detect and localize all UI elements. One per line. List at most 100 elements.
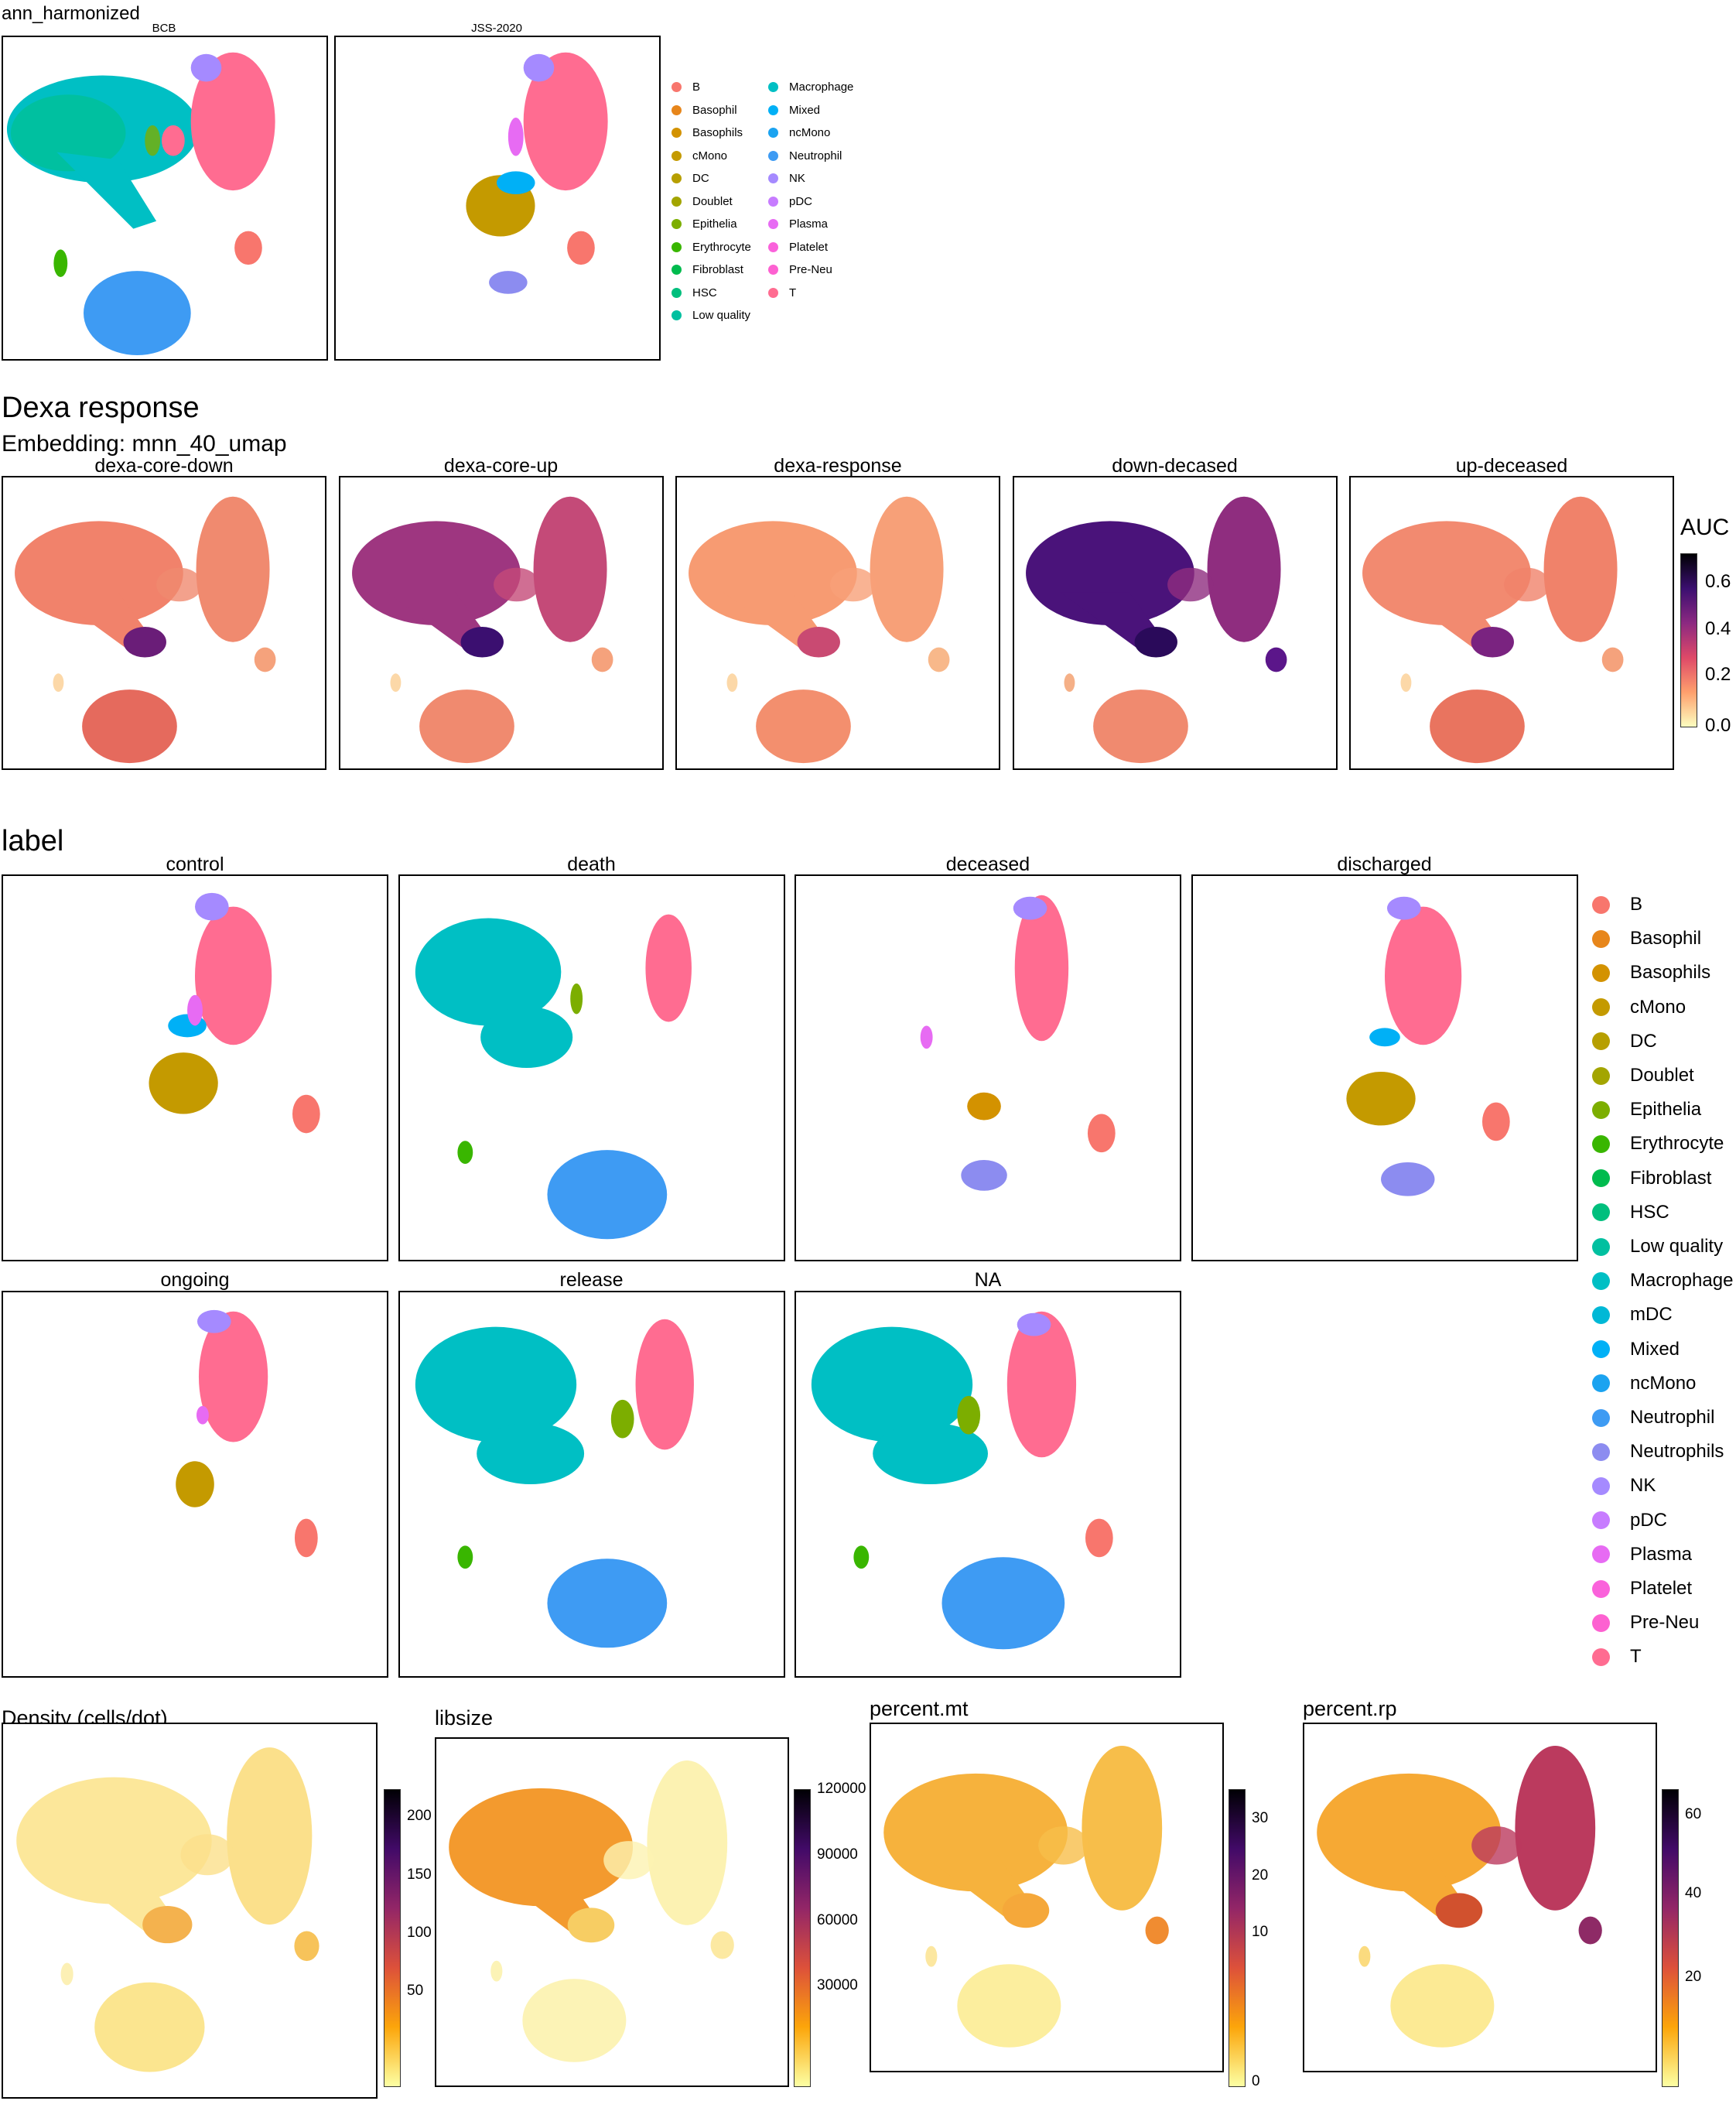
- label-scatter-discharged: [1345, 896, 1510, 1196]
- ann-legend-label-epithelia: Epithelia: [692, 217, 737, 231]
- cluster-nk-1: [195, 892, 229, 921]
- umap-tiny-cluster: [390, 673, 401, 693]
- ann-legend-label-dc: DC: [692, 172, 709, 185]
- ann-legend-item-cmono: cMono: [672, 149, 727, 163]
- ann-legend-key-epithelia: [672, 219, 682, 229]
- ann-legend-key-low-quality: [672, 310, 682, 320]
- dexa-panel-title-up-deceased: up-deceased: [1455, 455, 1568, 477]
- label-legend-label-b: B: [1630, 894, 1643, 915]
- t-side-cluster: [162, 125, 185, 156]
- qc-tick-percent-mt-0: 30: [1252, 1810, 1269, 1826]
- umap-tiny-cluster: [490, 1960, 503, 1982]
- ann-legend-label-mixed: Mixed: [789, 103, 821, 117]
- cluster-t-0: [195, 906, 272, 1045]
- label-legend-item-erythrocyte: Erythrocyte: [1592, 1133, 1724, 1155]
- qc-tick-percent-mt-3: 0: [1252, 2073, 1260, 2089]
- ann-legend-key-cmono: [672, 150, 682, 161]
- lowquality-cluster: [10, 94, 126, 172]
- umap-left-lobe: [1317, 1773, 1502, 1892]
- umap-mid-lobe: [180, 1834, 234, 1876]
- ann-legend-label-hsc: HSC: [692, 286, 717, 299]
- umap-small-cluster: [1601, 647, 1624, 672]
- ann-legend-label-t: T: [789, 286, 797, 299]
- auc-tick-3: 0.0: [1705, 715, 1731, 736]
- auc-colorbar-title: AUC: [1680, 515, 1730, 540]
- ann-legend-key-nk: [768, 173, 778, 183]
- qc-panel-title-libsize: libsize: [435, 1706, 494, 1730]
- label-panel-control: [2, 874, 388, 1261]
- dexa-panel-dexa-core-down: [2, 476, 326, 770]
- ann-legend-label-ncmono: ncMono: [789, 126, 831, 139]
- qc-panel-percent-mt: [870, 1723, 1224, 2072]
- ann-legend-item-pre-neu: Pre-Neu: [768, 263, 832, 276]
- dexa-heatmap-dexa-core-up: [351, 496, 613, 764]
- label-scatter-ongoing: [176, 1309, 318, 1558]
- ann-legend-label-b: B: [692, 80, 701, 94]
- label-legend-item-t: T: [1592, 1646, 1642, 1668]
- label-legend-label-macrophage: Macrophage: [1630, 1270, 1734, 1292]
- dexa-title: Dexa response: [2, 392, 200, 424]
- qc-tick-percent-mt-2: 10: [1252, 1924, 1269, 1940]
- ann-legend-item-b: B: [672, 80, 700, 94]
- t-cluster: [190, 52, 275, 191]
- cluster-epithelia-2: [610, 1399, 634, 1439]
- ann-scatter-bcb: [6, 52, 275, 356]
- umap-right-lobe: [1082, 1746, 1163, 1911]
- label-legend-label-platelet: Platelet: [1630, 1578, 1693, 1599]
- ann-legend-key-basophil: [672, 104, 682, 115]
- label-legend-key-macrophage: [1592, 1271, 1610, 1290]
- label-legend-key-mdc: [1592, 1305, 1610, 1324]
- cluster-macrophage-1: [476, 1422, 584, 1484]
- label-legend-item-nk: NK: [1592, 1475, 1656, 1497]
- umap-hub: [1002, 1893, 1050, 1928]
- ann-legend-label-plasma: Plasma: [789, 217, 829, 231]
- cluster-erythrocyte-4: [456, 1545, 473, 1569]
- ann-legend-key-basophils: [672, 128, 682, 138]
- qc-tick-libsize-2: 60000: [817, 1912, 858, 1928]
- cluster-b-5: [1087, 1114, 1116, 1153]
- umap-small-cluster: [591, 647, 613, 672]
- label-legend-label-pdc: pDC: [1630, 1509, 1668, 1531]
- label-legend-item-neutrophil: Neutrophil: [1592, 1407, 1714, 1429]
- ann-legend-key-fibroblast: [672, 265, 682, 275]
- label-legend-key-fibroblast: [1592, 1169, 1610, 1188]
- label-legend-key-mixed: [1592, 1340, 1610, 1359]
- label-legend-key-b: [1592, 895, 1610, 914]
- ann-legend-label-nk: NK: [789, 172, 805, 185]
- ann-legend-label-pdc: pDC: [789, 194, 813, 208]
- label-legend-label-neutrophils: Neutrophils: [1630, 1441, 1724, 1463]
- umap-tiny-cluster: [726, 673, 738, 693]
- umap-bottom-island: [957, 1964, 1061, 2048]
- qc-panel-title-percent-rp: percent.rp: [1303, 1697, 1397, 1720]
- ann-legend-item-neutrophil: Neutrophil: [768, 149, 842, 163]
- macrophage-tail: [56, 152, 157, 229]
- label-panel-title-deceased: deceased: [945, 854, 1030, 875]
- label-panel-na: [795, 1291, 1181, 1678]
- label-legend-item-neutrophils: Neutrophils: [1592, 1441, 1724, 1463]
- dexa-panel-down-decased: [1012, 476, 1338, 770]
- ann-legend-item-mixed: Mixed: [768, 104, 820, 117]
- cluster-macrophage-0: [415, 918, 561, 1026]
- cluster-b-5: [292, 1094, 320, 1134]
- umap-right-lobe: [870, 496, 944, 642]
- umap-tiny-cluster: [53, 673, 64, 693]
- ann-legend-key-t: [768, 287, 778, 298]
- qc-colorbar-percent-rp: [1662, 1789, 1679, 2087]
- dexa-heatmap-dexa-response: [689, 496, 950, 764]
- label-legend-key-neutrophil: [1592, 1408, 1610, 1427]
- mixed-cluster: [497, 171, 535, 195]
- umap-hub: [1471, 626, 1514, 658]
- label-legend-label-ncmono: ncMono: [1630, 1372, 1697, 1394]
- label-panel-title-na: NA: [974, 1269, 1002, 1291]
- label-panel-title-release: release: [559, 1269, 624, 1291]
- cluster-neutrophil-5: [546, 1559, 667, 1648]
- umap-hub: [123, 626, 166, 658]
- label-legend-item-low-quality: Low quality: [1592, 1236, 1723, 1257]
- dexa-panel-title-dexa-response: dexa-response: [774, 455, 902, 477]
- label-legend-label-t: T: [1630, 1646, 1642, 1668]
- label-legend-item-dc: DC: [1592, 1031, 1657, 1052]
- label-panel-title-death: death: [567, 854, 616, 875]
- qc-tick-percent-rp-1: 40: [1685, 1885, 1702, 1901]
- cluster-cmono-2: [1345, 1071, 1416, 1126]
- qc-tick-percent-rp-2: 20: [1685, 1969, 1702, 1985]
